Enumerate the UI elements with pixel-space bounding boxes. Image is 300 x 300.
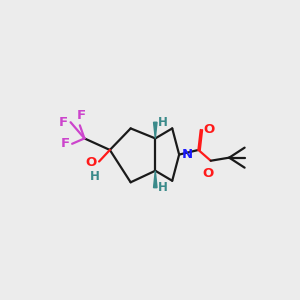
Text: O: O [203, 167, 214, 180]
Text: H: H [89, 170, 99, 183]
Text: H: H [158, 116, 168, 129]
Polygon shape [154, 122, 157, 138]
Text: F: F [61, 137, 70, 150]
Text: F: F [77, 109, 86, 122]
Text: O: O [85, 156, 97, 169]
Polygon shape [154, 171, 157, 188]
Text: H: H [158, 181, 168, 194]
Text: F: F [59, 116, 68, 129]
Text: N: N [182, 148, 194, 161]
Text: O: O [204, 123, 215, 136]
